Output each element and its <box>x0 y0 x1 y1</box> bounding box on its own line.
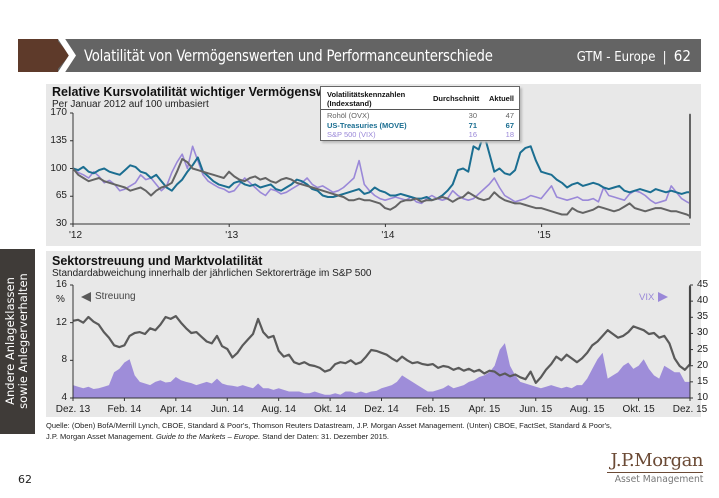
bottom-x-tick-label: Okt. 15 <box>622 404 655 415</box>
vix-legend-label: VIX <box>639 292 655 303</box>
side-section-tab: Andere Anlageklassen sowie Anlegerverhal… <box>0 249 35 434</box>
header-separator: | <box>662 50 667 65</box>
top-x-tick-label: '12 <box>69 230 83 241</box>
table-header-line-1: Volatilitätskennzahlen <box>327 90 406 99</box>
bottom-x-tick-label: Apr. 14 <box>159 404 192 415</box>
row-average: 16 <box>468 130 477 139</box>
bottom-x-tick-label: Aug. 15 <box>569 404 605 415</box>
bottom-chart-subtitle: Standardabweichung innerhalb der jährlic… <box>52 268 372 279</box>
top-chart-plot <box>70 112 691 227</box>
top-y-tick-label: 170 <box>50 107 67 118</box>
top-y-tick-label: 30 <box>55 218 67 229</box>
logo-subtitle: Asset Management <box>614 474 703 485</box>
source-line-2: J.P. Morgan Asset Management. Guide to t… <box>46 431 686 442</box>
row-current: 18 <box>505 130 514 139</box>
row-name: Rohöl (OVX) <box>327 111 370 120</box>
bottom-x-tick-label: Jun. 15 <box>519 404 553 415</box>
bottom-right-y-tick-label: 30 <box>697 327 709 339</box>
top-x-tick-label: '13 <box>225 230 239 241</box>
row-name: S&P 500 (VIX) <box>327 130 376 139</box>
bottom-right-y-tick-label: 25 <box>697 343 709 355</box>
bottom-right-y-tick-label: 45 <box>697 279 709 290</box>
row-current: 47 <box>505 111 514 120</box>
bottom-right-y-tick-label: 10 <box>697 392 709 403</box>
bottom-x-tick-label: Dez. 15 <box>672 404 708 415</box>
row-current: 67 <box>505 121 514 130</box>
vix-area <box>73 301 690 398</box>
bottom-right-y-tick-label: 40 <box>697 295 709 307</box>
top-series-line-us-treasuries-move- <box>72 132 691 202</box>
row-average: 30 <box>468 111 477 120</box>
row-name: US-Treasuries (MOVE) <box>327 121 407 130</box>
bottom-x-tick-label: Apr. 15 <box>468 404 501 415</box>
bottom-x-tick-label: Okt. 14 <box>313 404 347 415</box>
footer-page-number: 62 <box>18 473 32 486</box>
bottom-x-tick-label: Aug. 14 <box>261 404 296 415</box>
table-row: Rohöl (OVX) 30 47 <box>327 111 514 121</box>
streuung-arrow-icon <box>81 292 91 302</box>
bottom-x-tick-label: Feb. 15 <box>415 404 450 415</box>
top-y-tick-label: 100 <box>50 162 67 174</box>
header-page-number: 62 <box>673 47 691 65</box>
logo-wordmark: J.P.Morgan <box>606 451 704 473</box>
bottom-left-y-tick-label: 8 <box>61 354 67 366</box>
bottom-x-tick-label: Dez. 14 <box>364 404 399 415</box>
source-date: Stand der Daten: 31. Dezember 2015. <box>262 432 390 441</box>
top-series-line-s-p-500-vix- <box>72 136 691 208</box>
bottom-left-y-tick-label: 12 <box>55 316 67 328</box>
header-section-info: GTM - Europe | 62 <box>577 47 691 65</box>
bottom-left-y-tick-label: 4 <box>61 392 67 403</box>
jpmorgan-logo: J.P.Morgan Asset Management <box>606 451 704 485</box>
top-y-tick-label: 65 <box>55 190 67 202</box>
bottom-left-axis-unit: % <box>56 294 65 305</box>
source-publication: Guide to the Markets – Europe. <box>155 432 261 441</box>
bottom-chart-plot <box>70 284 693 401</box>
bottom-x-tick-label: Feb. 14 <box>107 404 142 415</box>
header-bar <box>18 39 701 72</box>
table-header-average: Durchschnitt <box>433 94 480 103</box>
bottom-chart-title: Sektorstreuung und Marktvolatilität <box>52 254 263 268</box>
volatility-metrics-table: Volatilitätskennzahlen (Indexstand) Durc… <box>320 86 520 141</box>
streuung-legend-label: Streuung <box>95 291 136 302</box>
table-row: S&P 500 (VIX) 16 18 <box>327 130 514 140</box>
source-part-2: J.P. Morgan Asset Management. <box>46 432 154 441</box>
top-y-tick-label: 135 <box>50 134 67 146</box>
top-x-tick-label: '14 <box>381 230 395 241</box>
source-note: Quelle: (Oben) BofA/Merrill Lynch, CBOE,… <box>46 420 686 442</box>
bottom-x-tick-label: Dez. 13 <box>55 404 91 415</box>
vix-arrow-icon <box>658 292 668 302</box>
top-chart-title: Relative Kursvolatilität wichtiger Vermö… <box>52 85 349 99</box>
bottom-right-y-tick-label: 20 <box>697 359 709 371</box>
table-header-line-2: (Indexstand) <box>327 99 372 108</box>
bottom-right-y-tick-label: 35 <box>697 311 709 323</box>
source-line-1: Quelle: (Oben) BofA/Merrill Lynch, CBOE,… <box>46 421 612 430</box>
table-divider <box>321 109 519 110</box>
table-header-name: Volatilitätskennzahlen (Indexstand) <box>327 90 405 108</box>
table-row: US-Treasuries (MOVE) 71 67 <box>327 121 514 131</box>
top-x-tick-label: '15 <box>537 230 551 241</box>
header-section-marker <box>18 39 58 72</box>
top-series-line-roh-l-ovx- <box>72 113 691 219</box>
row-average: 71 <box>468 121 477 130</box>
table-header-current: Aktuell <box>488 94 514 103</box>
page-title: Volatilität von Vermögenswerten und Perf… <box>84 46 493 65</box>
bottom-left-y-tick-label: 16 <box>55 279 67 290</box>
section-label: GTM - Europe <box>576 50 656 65</box>
top-chart-subtitle: Per Januar 2012 auf 100 umbasiert <box>52 99 209 110</box>
bottom-x-tick-label: Jun. 14 <box>210 404 244 415</box>
bottom-right-y-tick-label: 15 <box>697 375 709 387</box>
